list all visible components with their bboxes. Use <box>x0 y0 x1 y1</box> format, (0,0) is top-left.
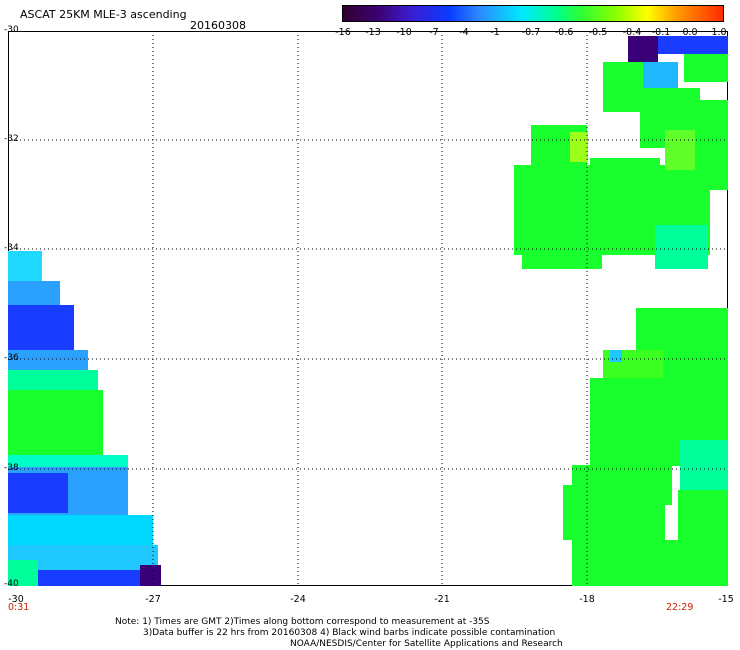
map-title: ASCAT 25KM MLE-3 ascending <box>20 8 187 21</box>
swath-cell <box>140 565 161 586</box>
swath-cell <box>570 132 588 162</box>
swath-cell <box>684 54 728 82</box>
lat-label: -30 <box>4 25 19 35</box>
swath-cell <box>640 62 678 88</box>
lon-label: -15 <box>718 594 734 605</box>
swath-cell <box>8 305 74 350</box>
swath-cell <box>8 390 103 455</box>
colorbar-tick: -16 <box>335 27 351 38</box>
colorbar-tick: -0.7 <box>521 27 541 38</box>
swath-cell <box>678 490 728 586</box>
lat-label: -32 <box>4 134 19 144</box>
lat-label: -36 <box>4 353 19 363</box>
colorbar-tick: 0.0 <box>682 27 698 38</box>
footer-credit: NOAA/NESDIS/Center for Satellite Applica… <box>290 639 563 649</box>
time-label-right: 22:29 <box>666 602 694 613</box>
swath-cell <box>658 36 728 54</box>
colorbar-tick: 1.0 <box>711 27 727 38</box>
footer-note-line2: 3)Data buffer is 22 hrs from 20160308 4)… <box>143 628 556 638</box>
lon-label: -24 <box>290 594 306 605</box>
swath-cell <box>563 485 665 540</box>
colorbar-tick: -1 <box>490 27 500 38</box>
swath-cell <box>8 515 153 545</box>
colorbar-tick: -10 <box>396 27 412 38</box>
colorbar-tick: -0.4 <box>622 27 642 38</box>
swath-cell <box>665 130 695 170</box>
right-swath <box>514 36 728 586</box>
colorbar-tick: -13 <box>365 27 381 38</box>
lat-label: -34 <box>4 243 19 253</box>
colorbar-tick: -4 <box>459 27 469 38</box>
swath-cell <box>8 570 158 586</box>
left-swath <box>8 251 161 586</box>
swath-cell <box>8 560 38 586</box>
swath-cell <box>680 440 728 490</box>
swath-cell <box>522 255 602 269</box>
swath-cell <box>655 225 708 269</box>
swath-cell <box>8 473 68 513</box>
colorbar <box>342 5 724 22</box>
graticule <box>8 31 728 586</box>
swath-cell <box>8 251 42 281</box>
swath-cell <box>610 350 622 362</box>
map-date: 20160308 <box>190 19 246 32</box>
time-label-left: 0:31 <box>8 602 30 613</box>
colorbar-tick: -0.1 <box>651 27 671 38</box>
swath-cell <box>8 370 98 390</box>
lat-label: -38 <box>4 463 19 473</box>
swath-cell <box>603 62 643 112</box>
lon-label: -30 <box>8 594 24 605</box>
lon-label: -27 <box>145 594 161 605</box>
swath-cell <box>628 36 658 62</box>
swath-cell <box>590 158 660 188</box>
colorbar-tick: -0.6 <box>554 27 574 38</box>
swath-cell <box>8 350 88 370</box>
colorbar-tick: -0.5 <box>588 27 608 38</box>
lat-label: -40 <box>4 579 19 589</box>
lon-label: -21 <box>434 594 450 605</box>
swath-cell <box>8 455 128 467</box>
colorbar-tick: -7 <box>429 27 439 38</box>
lon-label: -18 <box>579 594 595 605</box>
footer-note-line1: Note: 1) Times are GMT 2)Times along bot… <box>115 617 490 627</box>
swath-cell <box>8 281 60 305</box>
swath-cell <box>572 540 680 586</box>
